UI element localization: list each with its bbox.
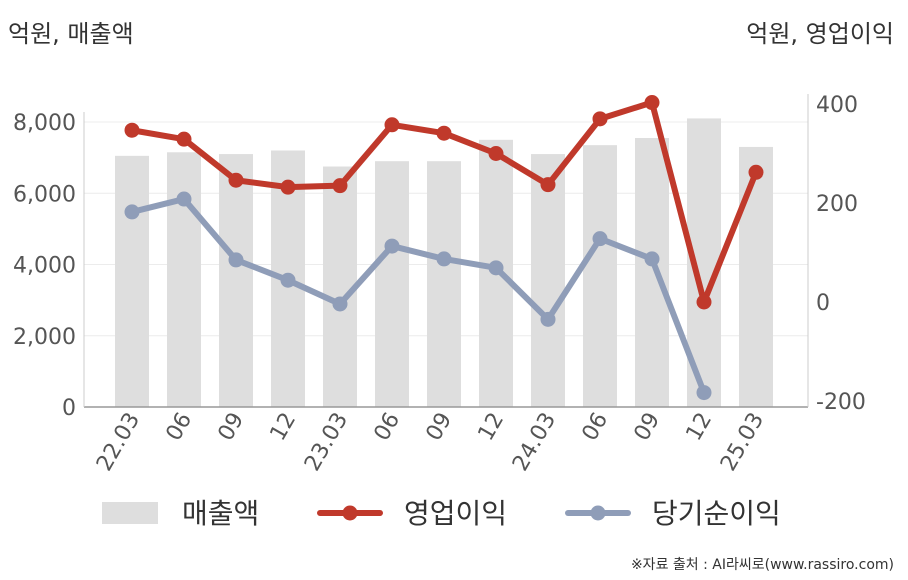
right-tick-label: 0: [816, 291, 830, 316]
point-operating-profit: [748, 164, 764, 180]
legend-swatch-revenue: [102, 502, 158, 524]
point-operating-profit: [332, 178, 348, 194]
point-operating-profit: [228, 172, 244, 188]
x-tick-label: 06: [578, 409, 614, 446]
x-tick-label: 09: [214, 409, 250, 446]
right-tick-label: 200: [816, 192, 858, 217]
point-operating-profit: [280, 179, 296, 195]
x-tick-label: 24.03: [508, 409, 561, 476]
legend-label-net-income: 당기순이익: [652, 497, 781, 530]
right-tick-label: -200: [816, 390, 866, 415]
point-net-income: [384, 238, 400, 254]
x-tick-label: 22.03: [92, 409, 145, 476]
point-net-income: [592, 231, 608, 247]
point-net-income: [696, 385, 712, 401]
left-tick-label: 8,000: [13, 111, 76, 136]
x-tick-label: 12: [266, 409, 302, 446]
source-note: ※자료 출처 : AI라씨로(www.rassiro.com): [630, 557, 894, 573]
x-tick-label: 06: [370, 409, 406, 446]
left-tick-label: 2,000: [13, 325, 76, 350]
point-operating-profit: [436, 125, 452, 141]
point-net-income: [332, 296, 348, 312]
point-operating-profit: [176, 131, 192, 147]
left-tick-label: 0: [62, 396, 76, 421]
point-net-income: [436, 251, 452, 267]
left-tick-label: 4,000: [13, 254, 76, 279]
bar-revenue: [427, 161, 461, 407]
line-net-income: [129, 196, 707, 396]
point-net-income: [124, 204, 140, 220]
bar-revenue: [531, 154, 565, 407]
point-net-income: [228, 252, 244, 268]
legend-marker-net-income: [590, 505, 606, 521]
point-operating-profit: [696, 294, 712, 310]
x-tick-label: 25.03: [716, 409, 769, 476]
x-tick-label: 23.03: [300, 409, 353, 476]
bar-revenue: [583, 145, 617, 407]
legend-label-operating-profit: 영업이익: [404, 497, 507, 530]
x-tick-label: 09: [422, 409, 458, 446]
left-tick-label: 6,000: [13, 182, 76, 207]
bar-revenue: [323, 166, 357, 407]
point-net-income: [488, 260, 504, 276]
point-net-income: [540, 311, 556, 327]
bar-revenue: [115, 155, 149, 407]
x-tick-label: 09: [630, 409, 666, 446]
point-net-income: [176, 191, 192, 207]
x-tick-label: 06: [162, 409, 198, 446]
point-operating-profit: [488, 146, 504, 161]
point-net-income: [280, 272, 296, 288]
legend-label-revenue: 매출액: [182, 497, 259, 530]
right-tick-label: 400: [816, 93, 858, 118]
point-operating-profit: [384, 117, 400, 133]
point-net-income: [644, 251, 660, 267]
point-operating-profit: [592, 111, 608, 127]
left-axis-unit: 억원, 매출액: [8, 20, 134, 48]
right-axis-unit: 억원, 영업이익: [746, 20, 894, 48]
legend-marker-operating-profit: [342, 505, 358, 521]
point-operating-profit: [644, 95, 660, 111]
bar-revenue: [167, 152, 201, 407]
bar-revenue: [635, 138, 669, 407]
bar-revenue: [219, 154, 253, 407]
bar-revenue: [739, 146, 773, 407]
x-tick-label: 12: [474, 409, 510, 446]
point-operating-profit: [540, 177, 556, 193]
bar-revenue: [375, 161, 409, 407]
x-tick-label: 12: [682, 409, 718, 446]
point-operating-profit: [124, 122, 140, 138]
